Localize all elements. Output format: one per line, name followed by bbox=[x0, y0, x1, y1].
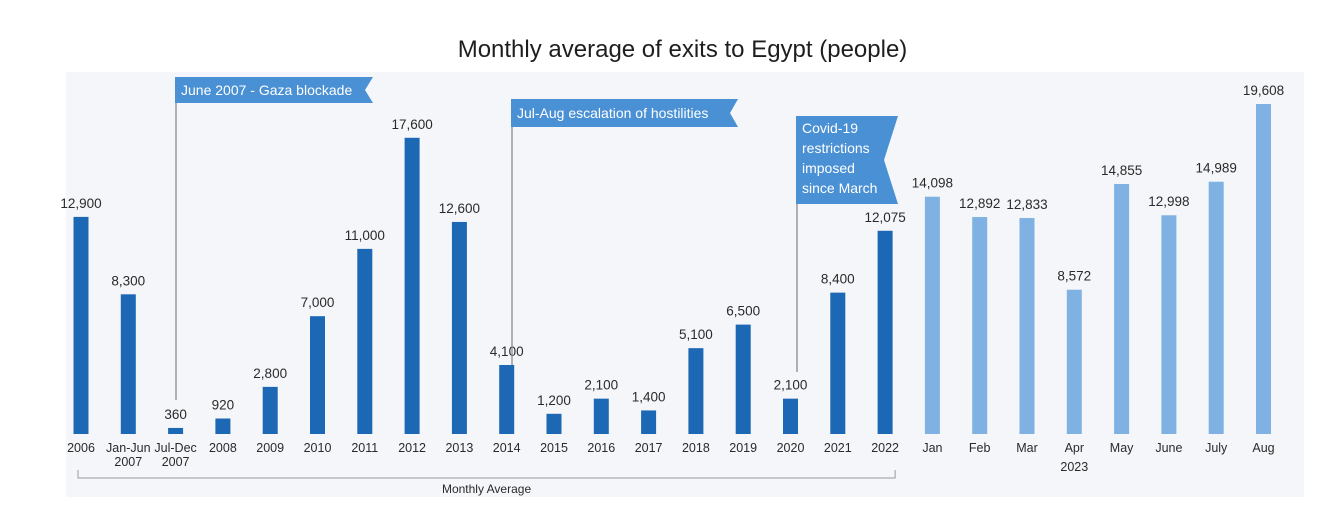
value-label: 5,100 bbox=[679, 327, 713, 342]
bar bbox=[404, 137, 420, 434]
bar bbox=[451, 221, 467, 434]
annotation-text: restrictions bbox=[802, 140, 870, 156]
annotation-text: imposed bbox=[802, 160, 855, 176]
value-label: 11,000 bbox=[345, 228, 385, 243]
bar bbox=[735, 324, 751, 434]
category-label: 2012 bbox=[398, 441, 426, 455]
category-label: 2010 bbox=[304, 441, 332, 455]
bar bbox=[1208, 181, 1224, 434]
bar bbox=[73, 216, 89, 434]
bar bbox=[972, 217, 988, 434]
category-label: 2021 bbox=[824, 441, 852, 455]
group-label-monthly-average: Monthly Average bbox=[442, 482, 531, 496]
bar bbox=[783, 398, 798, 434]
bar bbox=[357, 248, 373, 434]
annotation-text: Covid-19 bbox=[802, 120, 858, 136]
category-label: 2007 bbox=[114, 455, 142, 469]
value-label: 12,600 bbox=[439, 201, 480, 216]
value-label: 1,400 bbox=[632, 389, 666, 404]
value-label: 1,200 bbox=[537, 393, 571, 408]
bar bbox=[924, 196, 940, 434]
category-label: 2022 bbox=[871, 441, 899, 455]
value-label: 7,000 bbox=[301, 295, 335, 310]
bar bbox=[546, 413, 562, 434]
category-label: 2009 bbox=[256, 441, 284, 455]
category-label: Jul-Dec bbox=[154, 441, 196, 455]
value-label: 920 bbox=[212, 398, 235, 413]
bar bbox=[215, 418, 231, 434]
bar bbox=[120, 294, 136, 434]
bar bbox=[688, 348, 704, 434]
category-label: 2020 bbox=[777, 441, 805, 455]
group-bracket bbox=[77, 470, 896, 479]
category-label: 2008 bbox=[209, 441, 237, 455]
bar bbox=[1019, 218, 1035, 434]
bar bbox=[499, 364, 515, 434]
category-label: 2006 bbox=[67, 441, 95, 455]
annotation-banner bbox=[175, 77, 373, 103]
bar bbox=[1161, 215, 1177, 434]
annotation-banner bbox=[796, 116, 898, 204]
bar bbox=[168, 427, 184, 434]
value-label: 8,400 bbox=[821, 272, 855, 287]
value-label: 8,300 bbox=[111, 273, 145, 288]
category-label: 2018 bbox=[682, 441, 710, 455]
category-label: 2014 bbox=[493, 441, 521, 455]
bar bbox=[1066, 289, 1082, 434]
value-label: 14,989 bbox=[1196, 161, 1237, 176]
value-label: 17,600 bbox=[391, 117, 432, 132]
bar bbox=[310, 316, 325, 434]
category-label: Apr bbox=[1065, 441, 1084, 455]
annotation-text: June 2007 - Gaza blockade bbox=[181, 82, 352, 98]
category-label: 2013 bbox=[445, 441, 473, 455]
value-label: 2,800 bbox=[253, 366, 287, 381]
value-label: 2,100 bbox=[584, 378, 618, 393]
bar bbox=[1256, 104, 1271, 434]
bar bbox=[593, 398, 609, 434]
category-label: 2017 bbox=[635, 441, 663, 455]
category-label: 2016 bbox=[587, 441, 615, 455]
value-label: 4,100 bbox=[490, 344, 524, 359]
bar bbox=[641, 410, 657, 434]
value-label: 360 bbox=[164, 407, 187, 422]
value-label: 14,098 bbox=[912, 176, 953, 191]
bar bbox=[830, 292, 846, 434]
value-label: 6,500 bbox=[726, 304, 760, 319]
annotation-text: since March bbox=[802, 180, 877, 196]
category-label: Feb bbox=[969, 441, 991, 455]
category-label: Aug bbox=[1252, 441, 1274, 455]
value-label: 2,100 bbox=[774, 378, 808, 393]
value-label: 14,855 bbox=[1101, 163, 1142, 178]
bar bbox=[1114, 183, 1130, 434]
value-label: 12,833 bbox=[1006, 197, 1047, 212]
value-label: 12,075 bbox=[864, 210, 905, 225]
category-label: Jan-Jun bbox=[106, 441, 151, 455]
bar bbox=[877, 230, 893, 434]
value-label: 19,608 bbox=[1243, 83, 1284, 98]
category-label: 2019 bbox=[729, 441, 757, 455]
category-label: Jan bbox=[922, 441, 942, 455]
value-label: 12,998 bbox=[1148, 194, 1189, 209]
category-label: 2015 bbox=[540, 441, 568, 455]
category-label: July bbox=[1205, 441, 1228, 455]
bar bbox=[262, 386, 278, 434]
annotation-banner bbox=[511, 99, 738, 127]
value-label: 12,892 bbox=[959, 196, 1000, 211]
group-label-2023: 2023 bbox=[1060, 460, 1088, 474]
category-label: 2011 bbox=[351, 441, 378, 455]
chart-title: Monthly average of exits to Egypt (peopl… bbox=[457, 36, 908, 63]
value-label: 8,572 bbox=[1057, 269, 1091, 284]
value-label: 12,900 bbox=[60, 196, 101, 211]
annotation-text: Jul-Aug escalation of hostilities bbox=[517, 105, 708, 121]
category-label: June bbox=[1155, 441, 1182, 455]
category-label: Mar bbox=[1016, 441, 1038, 455]
category-label: May bbox=[1110, 441, 1134, 455]
category-label: 2007 bbox=[162, 455, 190, 469]
